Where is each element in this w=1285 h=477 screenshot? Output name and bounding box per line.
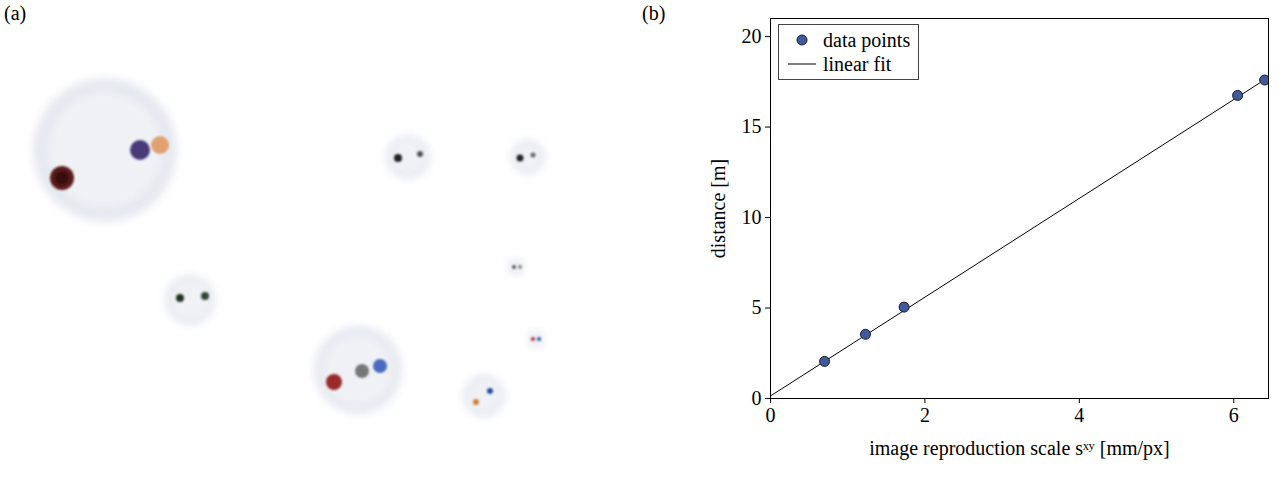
svg-text:0: 0 xyxy=(752,387,762,409)
svg-text:0: 0 xyxy=(766,404,776,426)
svg-text:4: 4 xyxy=(1074,404,1084,426)
svg-text:image reproduction scale sˣʸ [: image reproduction scale sˣʸ [mm/px] xyxy=(869,437,1170,460)
svg-text:distance [m]: distance [m] xyxy=(707,159,729,258)
html-text:(b): (b) xyxy=(642,2,666,24)
svg-text:6: 6 xyxy=(1229,404,1239,426)
html-text:data points: data points xyxy=(823,29,911,51)
svg-text:20: 20 xyxy=(742,25,762,47)
svg-text:10: 10 xyxy=(742,206,762,228)
svg-text:5: 5 xyxy=(752,296,762,318)
html-text:linear fit: linear fit xyxy=(823,53,892,75)
html-text:(a): (a) xyxy=(4,2,27,24)
svg-text:15: 15 xyxy=(742,115,762,137)
svg-text:2: 2 xyxy=(920,404,930,426)
